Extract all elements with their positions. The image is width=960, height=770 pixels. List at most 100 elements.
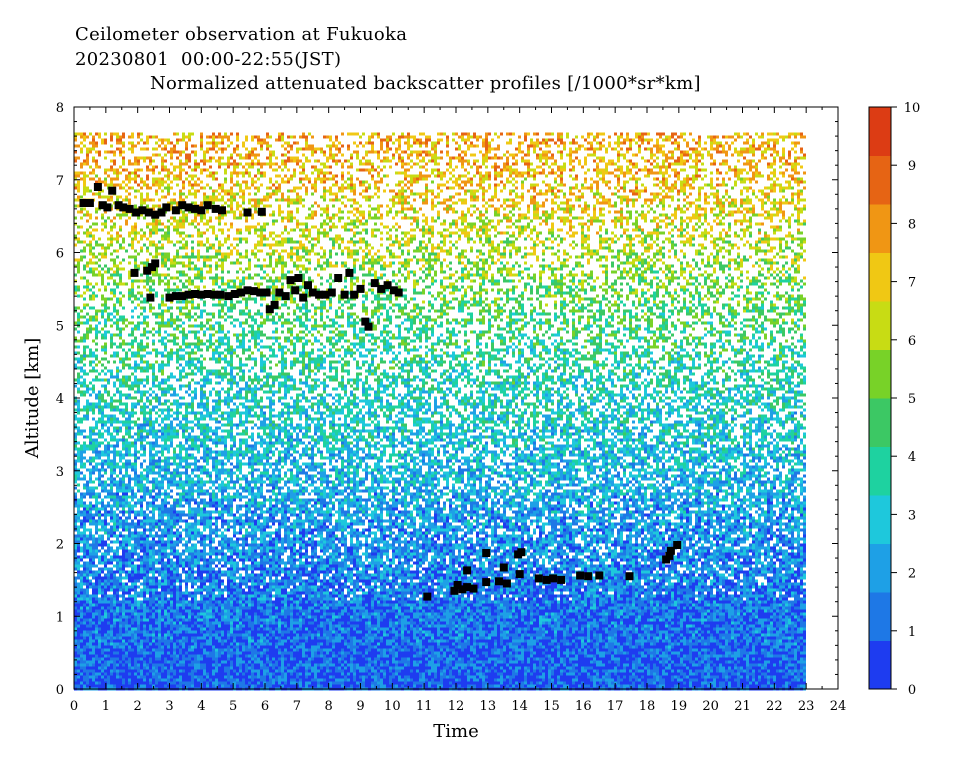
heatmap-cell xyxy=(398,141,401,145)
heatmap-cell xyxy=(509,174,512,178)
heatmap-cell xyxy=(599,144,602,148)
heatmap-cell xyxy=(137,252,140,256)
heatmap-cell xyxy=(587,135,590,139)
heatmap-cell xyxy=(740,261,743,265)
heatmap-cell xyxy=(296,246,299,250)
heatmap-cell xyxy=(629,189,632,193)
heatmap-cell xyxy=(113,162,116,166)
heatmap-cell xyxy=(698,141,701,145)
heatmap-cell xyxy=(236,261,239,265)
heatmap-cell xyxy=(257,168,260,172)
heatmap-cell xyxy=(674,249,677,253)
heatmap-cell xyxy=(326,189,329,193)
heatmap-cell xyxy=(461,231,464,235)
heatmap-cell xyxy=(785,234,788,238)
heatmap-cell xyxy=(692,234,695,238)
heatmap-cell xyxy=(170,198,173,202)
heatmap-cell xyxy=(191,219,194,223)
heatmap-cell xyxy=(266,156,269,160)
heatmap-cell xyxy=(485,216,488,220)
heatmap-cell xyxy=(356,258,359,262)
heatmap-cell xyxy=(581,183,584,187)
heatmap-cell xyxy=(494,132,497,136)
heatmap-cell xyxy=(407,135,410,139)
heatmap-cell xyxy=(494,168,497,172)
heatmap-cell xyxy=(464,180,467,184)
heatmap-cell xyxy=(179,231,182,235)
heatmap-cell xyxy=(401,204,404,208)
heatmap-cell xyxy=(122,210,125,214)
heatmap-cell xyxy=(563,264,566,268)
heatmap-cell xyxy=(230,198,233,202)
heatmap-cell xyxy=(359,267,362,271)
heatmap-cell xyxy=(785,219,788,223)
heatmap-cell xyxy=(770,225,773,229)
heatmap-cell xyxy=(464,255,467,259)
heatmap-cell xyxy=(506,237,509,241)
heatmap-cell xyxy=(200,216,203,220)
heatmap-cell xyxy=(146,138,149,142)
heatmap-cell xyxy=(83,231,86,235)
heatmap-cell xyxy=(77,258,80,262)
heatmap-cell xyxy=(641,216,644,220)
heatmap-cell xyxy=(533,168,536,172)
heatmap-cell xyxy=(530,141,533,145)
heatmap-cell xyxy=(311,171,314,175)
heatmap-cell xyxy=(629,162,632,166)
heatmap-cell xyxy=(677,228,680,232)
heatmap-cell xyxy=(512,177,515,181)
heatmap-cell xyxy=(488,147,491,151)
heatmap-cell xyxy=(200,204,203,208)
heatmap-cell xyxy=(83,213,86,217)
heatmap-cell xyxy=(272,210,275,214)
heatmap-cell xyxy=(452,132,455,136)
heatmap-cell xyxy=(278,234,281,238)
heatmap-cell xyxy=(236,135,239,139)
heatmap-cell xyxy=(800,243,803,247)
heatmap-cell xyxy=(713,186,716,190)
heatmap-cell xyxy=(203,159,206,163)
heatmap-cell xyxy=(452,207,455,211)
heatmap-cell xyxy=(467,147,470,151)
heatmap-cell xyxy=(473,225,476,229)
heatmap-cell xyxy=(179,174,182,178)
heatmap-cell xyxy=(500,189,503,193)
heatmap-cell xyxy=(269,150,272,154)
heatmap-cell xyxy=(797,210,800,214)
heatmap-cell xyxy=(335,147,338,151)
heatmap-cell xyxy=(83,162,86,166)
heatmap-cell xyxy=(164,180,167,184)
heatmap-cell xyxy=(725,135,728,139)
heatmap-cell xyxy=(152,240,155,244)
heatmap-cell xyxy=(680,189,683,193)
heatmap-cell xyxy=(179,222,182,226)
heatmap-cell xyxy=(803,219,806,223)
heatmap-cell xyxy=(374,168,377,172)
heatmap-cell xyxy=(413,150,416,154)
heatmap-cell xyxy=(341,171,344,175)
heatmap-cell xyxy=(134,180,137,184)
heatmap-cell xyxy=(743,162,746,166)
heatmap-cell xyxy=(599,264,602,268)
heatmap-cell xyxy=(734,261,737,265)
heatmap-cell xyxy=(800,147,803,151)
heatmap-cell xyxy=(773,189,776,193)
heatmap-cell xyxy=(632,174,635,178)
heatmap-cell xyxy=(665,186,668,190)
heatmap-cell xyxy=(278,210,281,214)
heatmap-cell xyxy=(425,138,428,142)
heatmap-cell xyxy=(599,132,602,136)
heatmap-cell xyxy=(242,174,245,178)
heatmap-cell xyxy=(158,240,161,244)
heatmap-cell xyxy=(608,141,611,145)
heatmap-cell xyxy=(782,138,785,142)
heatmap-cell xyxy=(185,147,188,151)
heatmap-cell xyxy=(290,210,293,214)
heatmap-cell xyxy=(485,234,488,238)
heatmap-cell xyxy=(725,264,728,268)
heatmap-cell xyxy=(434,204,437,208)
heatmap-cell xyxy=(755,249,758,253)
heatmap-cell xyxy=(350,174,353,178)
heatmap-cell xyxy=(479,135,482,139)
heatmap-cell xyxy=(212,228,215,232)
